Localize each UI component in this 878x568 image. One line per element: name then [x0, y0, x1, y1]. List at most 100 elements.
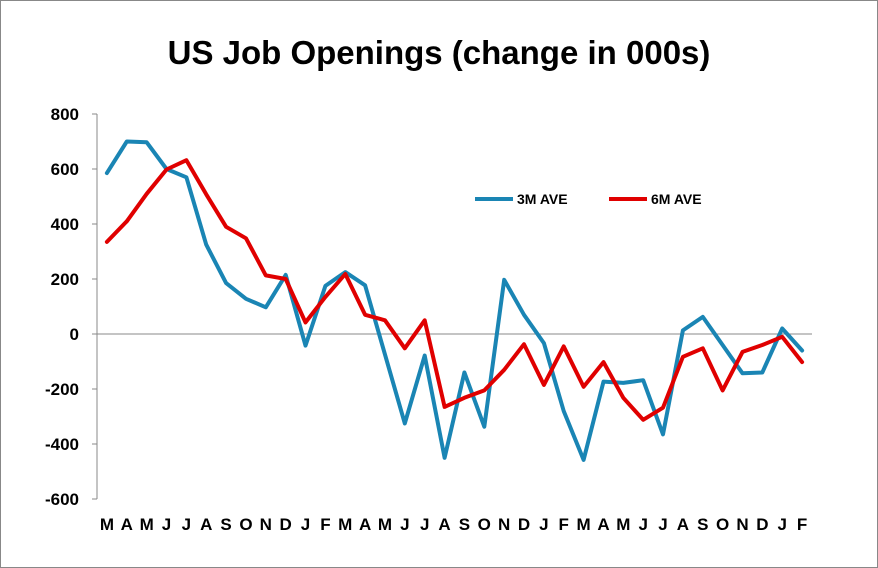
data-point [265, 306, 267, 308]
data-point [523, 314, 525, 316]
x-tick-label: A [677, 515, 689, 534]
data-point [444, 406, 446, 408]
data-point [205, 244, 207, 246]
data-point [662, 407, 664, 409]
data-point [622, 382, 624, 384]
axes [92, 113, 812, 500]
data-point [444, 457, 446, 459]
data-point [702, 316, 704, 318]
data-point [364, 314, 366, 316]
x-tick-label: O [716, 515, 729, 534]
data-point [324, 296, 326, 298]
data-point [622, 397, 624, 399]
data-point [642, 419, 644, 421]
x-tick-label: D [756, 515, 768, 534]
legend-label-2: 6M AVE [651, 191, 702, 207]
data-point [384, 354, 386, 356]
data-point [741, 351, 743, 353]
x-tick-label: M [338, 515, 352, 534]
data-point [662, 433, 664, 435]
data-point [424, 319, 426, 321]
y-tick-label: 0 [70, 325, 79, 344]
y-tick-label: 600 [51, 160, 79, 179]
data-point [801, 361, 803, 363]
data-point [761, 372, 763, 373]
data-point [305, 345, 307, 347]
legend-label-1: 3M AVE [517, 191, 568, 207]
x-tick-label: F [797, 515, 807, 534]
y-tick-labels: 800 600 400 200 0 -200 -400 -600 [45, 105, 79, 509]
x-tick-label: N [498, 515, 510, 534]
series-lines [104, 139, 805, 462]
x-tick-label: A [359, 515, 371, 534]
data-point [364, 284, 366, 286]
data-point [722, 389, 724, 391]
data-point [702, 347, 704, 349]
x-tick-label: J [539, 515, 548, 534]
data-point [166, 169, 168, 171]
data-point [146, 193, 148, 195]
data-point [324, 285, 326, 287]
series-line-2 [104, 158, 805, 422]
data-point [225, 282, 227, 284]
chart-title: US Job Openings (change in 000s) [167, 34, 711, 71]
data-point [126, 141, 128, 142]
x-tick-label: J [400, 515, 409, 534]
x-tick-label: M [577, 515, 591, 534]
data-point [225, 226, 227, 228]
data-point [722, 344, 724, 346]
x-tick-label: J [420, 515, 429, 534]
data-point [106, 172, 108, 174]
y-tick-label: -400 [45, 435, 79, 454]
data-point [424, 354, 426, 356]
data-point [185, 159, 187, 161]
y-tick-label: -200 [45, 380, 79, 399]
x-tick-label: F [559, 515, 569, 534]
data-point [543, 342, 545, 344]
data-point [741, 372, 743, 374]
x-tick-label: O [478, 515, 491, 534]
data-point [801, 350, 803, 351]
x-tick-label: N [260, 515, 272, 534]
series-line-1 [104, 139, 805, 462]
x-tick-label: A [200, 515, 212, 534]
data-point [126, 220, 128, 222]
x-tick-label: S [697, 515, 708, 534]
data-point [404, 422, 406, 424]
x-tick-label: M [378, 515, 392, 534]
data-point [583, 386, 585, 388]
data-point [503, 369, 505, 371]
x-tick-label: D [518, 515, 530, 534]
y-tick-label: 800 [51, 105, 79, 124]
x-tick-label: M [616, 515, 630, 534]
y-tick-label: 200 [51, 270, 79, 289]
x-tick-label: A [121, 515, 133, 534]
data-point [463, 372, 465, 373]
data-point [503, 279, 505, 281]
x-tick-label: J [162, 515, 171, 534]
x-tick-label: S [459, 515, 470, 534]
data-point [245, 237, 247, 239]
x-tick-label: S [220, 515, 231, 534]
x-tick-label: F [320, 515, 330, 534]
data-point [642, 379, 644, 381]
data-point [682, 329, 684, 331]
data-point [305, 321, 307, 323]
x-tick-label: A [438, 515, 450, 534]
data-point [344, 273, 346, 275]
data-point [404, 347, 406, 349]
data-point [602, 381, 604, 383]
x-tick-label: M [140, 515, 154, 534]
data-point [563, 410, 565, 412]
x-tick-label: J [182, 515, 191, 534]
data-point [563, 345, 565, 347]
x-tick-label: A [597, 515, 609, 534]
data-point [781, 336, 783, 338]
data-point [483, 389, 485, 391]
x-tick-label: J [638, 515, 647, 534]
data-point [761, 344, 763, 346]
x-tick-label: O [239, 515, 252, 534]
data-point [205, 193, 207, 195]
data-point [245, 298, 247, 300]
